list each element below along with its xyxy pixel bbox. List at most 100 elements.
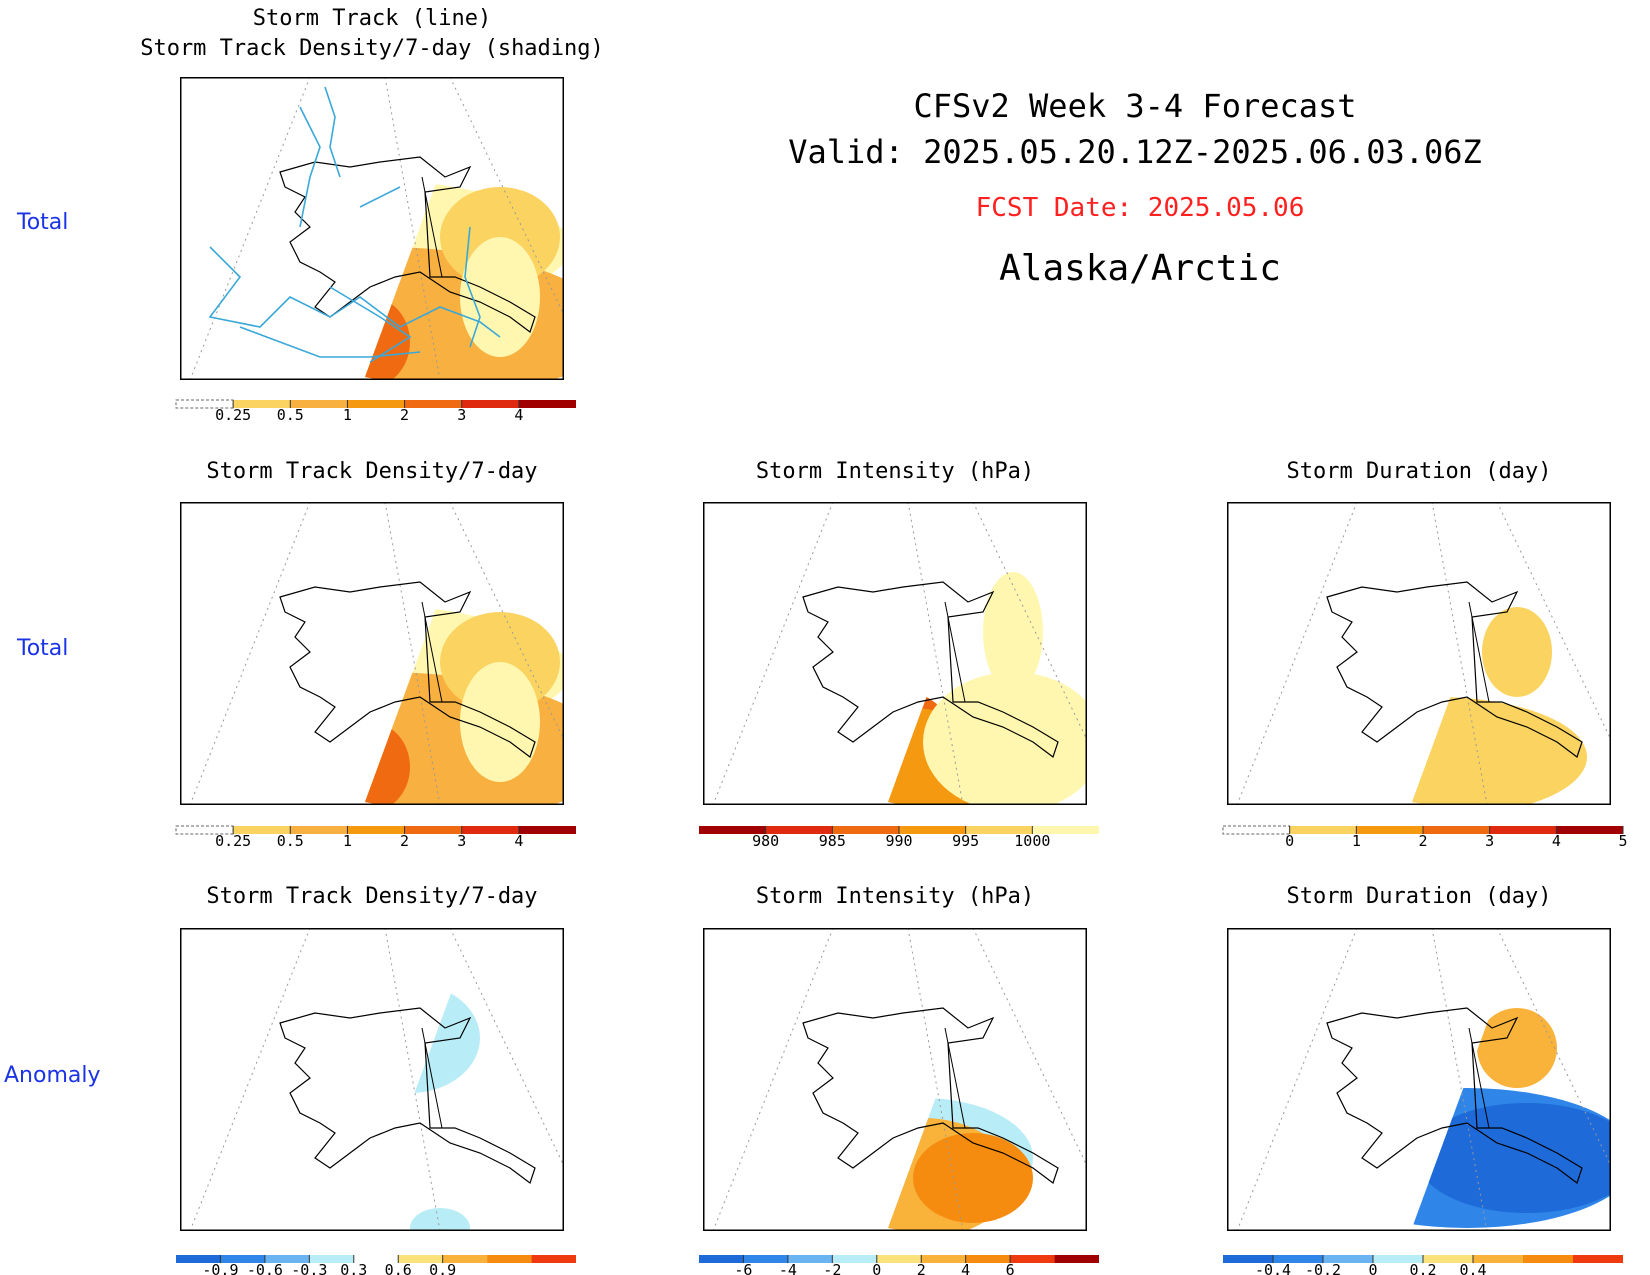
colorbar-swatch [233,400,291,408]
colorbar-swatch [290,826,348,834]
panel-density_total: Storm Track Density/7-day 0.25 0.5 1 2 3 4 [175,459,576,850]
panel-duration_anom: Storm Duration (day) -0.4 -0.2 0 0.2 0.4 [1223,884,1623,1275]
border-line [944,1027,966,1129]
map-area [703,928,1087,1231]
colorbar-tick-label: -0.6 [247,1261,283,1275]
panel-intensity_total: Storm Intensity (hPa) 980 985 990 995 1000 [699,459,1099,850]
row-label-total-2: Total [16,636,68,661]
colorbar-swatch [487,1255,532,1263]
colorbar-tick-label: 4 [514,406,523,424]
panel-intensity_anom: Storm Intensity (hPa) -6 -4 -2 0 2 4 6 [699,884,1099,1275]
border-line [421,1027,443,1129]
colorbar-swatch [233,826,291,834]
panel-title: Storm Track (line) [253,6,491,31]
colorbar-tick-label: 0.25 [215,406,251,424]
colorbar-swatch [1032,826,1099,834]
colorbar-tick-label: -0.3 [291,1261,327,1275]
colorbar-swatch [309,1255,354,1263]
colorbar-swatch [404,826,462,834]
colorbar: 980 985 990 995 1000 [699,826,1099,850]
colorbar-tick-label: 3 [1485,832,1494,850]
colorbar: -0.9 -0.6 -0.3 0.3 0.6 0.9 [176,1255,576,1275]
colorbar-swatch [832,826,899,834]
colorbar-swatch [1556,826,1623,834]
row-label-total-1: Total [16,210,68,235]
panel-title: Storm Track Density/7-day [206,459,537,484]
alaska-coastline [279,581,536,758]
alaska-coastline [1326,581,1583,758]
colorbar-tick-label: 4 [1552,832,1561,850]
alaska-coastline [1326,1007,1583,1184]
alaska-coastline [279,1007,536,1184]
shading-region [410,1208,470,1231]
colorbar-swatch [743,1255,788,1263]
colorbar-swatch [353,1255,399,1263]
shading-region [983,572,1043,692]
colorbar-swatch [1489,826,1557,834]
colorbar-tick-label: 2 [917,1261,926,1275]
colorbar-swatch [787,1255,833,1263]
colorbar-swatch [1273,1255,1323,1263]
colorbar-swatch [876,1255,922,1263]
colorbar-swatch [1473,1255,1523,1263]
colorbar-tick-label: 985 [819,832,846,850]
colorbar-tick-label: 1000 [1014,832,1050,850]
colorbar-tick-label: 1 [343,832,352,850]
alaska-coastline [279,156,536,333]
colorbar-swatch [1223,1255,1273,1263]
shading-region [1417,1103,1611,1213]
colorbar-swatch [965,1255,1011,1263]
shading-region [1477,1008,1557,1088]
colorbar-swatch [290,400,348,408]
colorbar-swatch [461,400,519,408]
colorbar-swatch [531,1255,576,1263]
colorbar-tick-label: -0.2 [1305,1261,1341,1275]
colorbar-tick-label: -4 [779,1261,797,1275]
storm-track-lines [208,86,501,363]
panel-title: Storm Track Density/7-day (shading) [140,36,604,61]
colorbar-tick-label: 0 [872,1261,881,1275]
border-line [1468,1027,1490,1129]
alaska-coastline [802,1007,1059,1184]
panel-title: Storm Track Density/7-day [206,884,537,909]
colorbar-swatch [832,1255,877,1263]
colorbar: -6 -4 -2 0 2 4 6 [699,1255,1099,1275]
colorbar-tick-label: 1 [343,406,352,424]
colorbar-swatch [1523,1255,1573,1263]
colorbar-tick-label: 2 [1418,832,1427,850]
colorbar-tick-label: 0.9 [429,1261,456,1275]
colorbar-swatch [176,1255,221,1263]
colorbar-swatch [347,826,405,834]
colorbar-swatch [1423,1255,1473,1263]
colorbar-swatch [765,826,833,834]
colorbar-tick-label: 2 [400,832,409,850]
colorbar-tick-label: 0 [1368,1261,1377,1275]
shading-region [923,672,1087,805]
colorbar-tick-label: -2 [823,1261,841,1275]
map-area [703,502,1087,805]
colorbar-tick-label: 4 [514,832,523,850]
colorbar-swatch [518,400,576,408]
row-label-anomaly: Anomaly [4,1063,101,1088]
map-area [180,928,564,1231]
colorbar: -0.4 -0.2 0 0.2 0.4 [1223,1255,1623,1275]
colorbar-swatch [699,826,766,834]
map-area [180,502,564,805]
map-frame [180,77,564,380]
colorbar-swatch [1573,1255,1623,1263]
colorbar-tick-label: 2 [400,406,409,424]
colorbar-tick-label: 5 [1618,832,1627,850]
region-label: Alaska/Arctic [999,248,1281,289]
panel-track_total: Storm Track (line) Storm Track Density/7-… [140,6,604,424]
map-frame [180,502,564,805]
border-line [421,176,443,278]
map-frame [703,928,1087,1231]
colorbar-swatch [220,1255,265,1263]
colorbar-swatch [921,1255,966,1263]
colorbar-swatch [1054,1255,1099,1263]
figure-title-line1: CFSv2 Week 3-4 Forecast [913,87,1356,125]
panels: Storm Track (line) Storm Track Density/7-… [140,6,1627,1275]
colorbar-swatch [1423,826,1490,834]
map-frame [703,502,1087,805]
